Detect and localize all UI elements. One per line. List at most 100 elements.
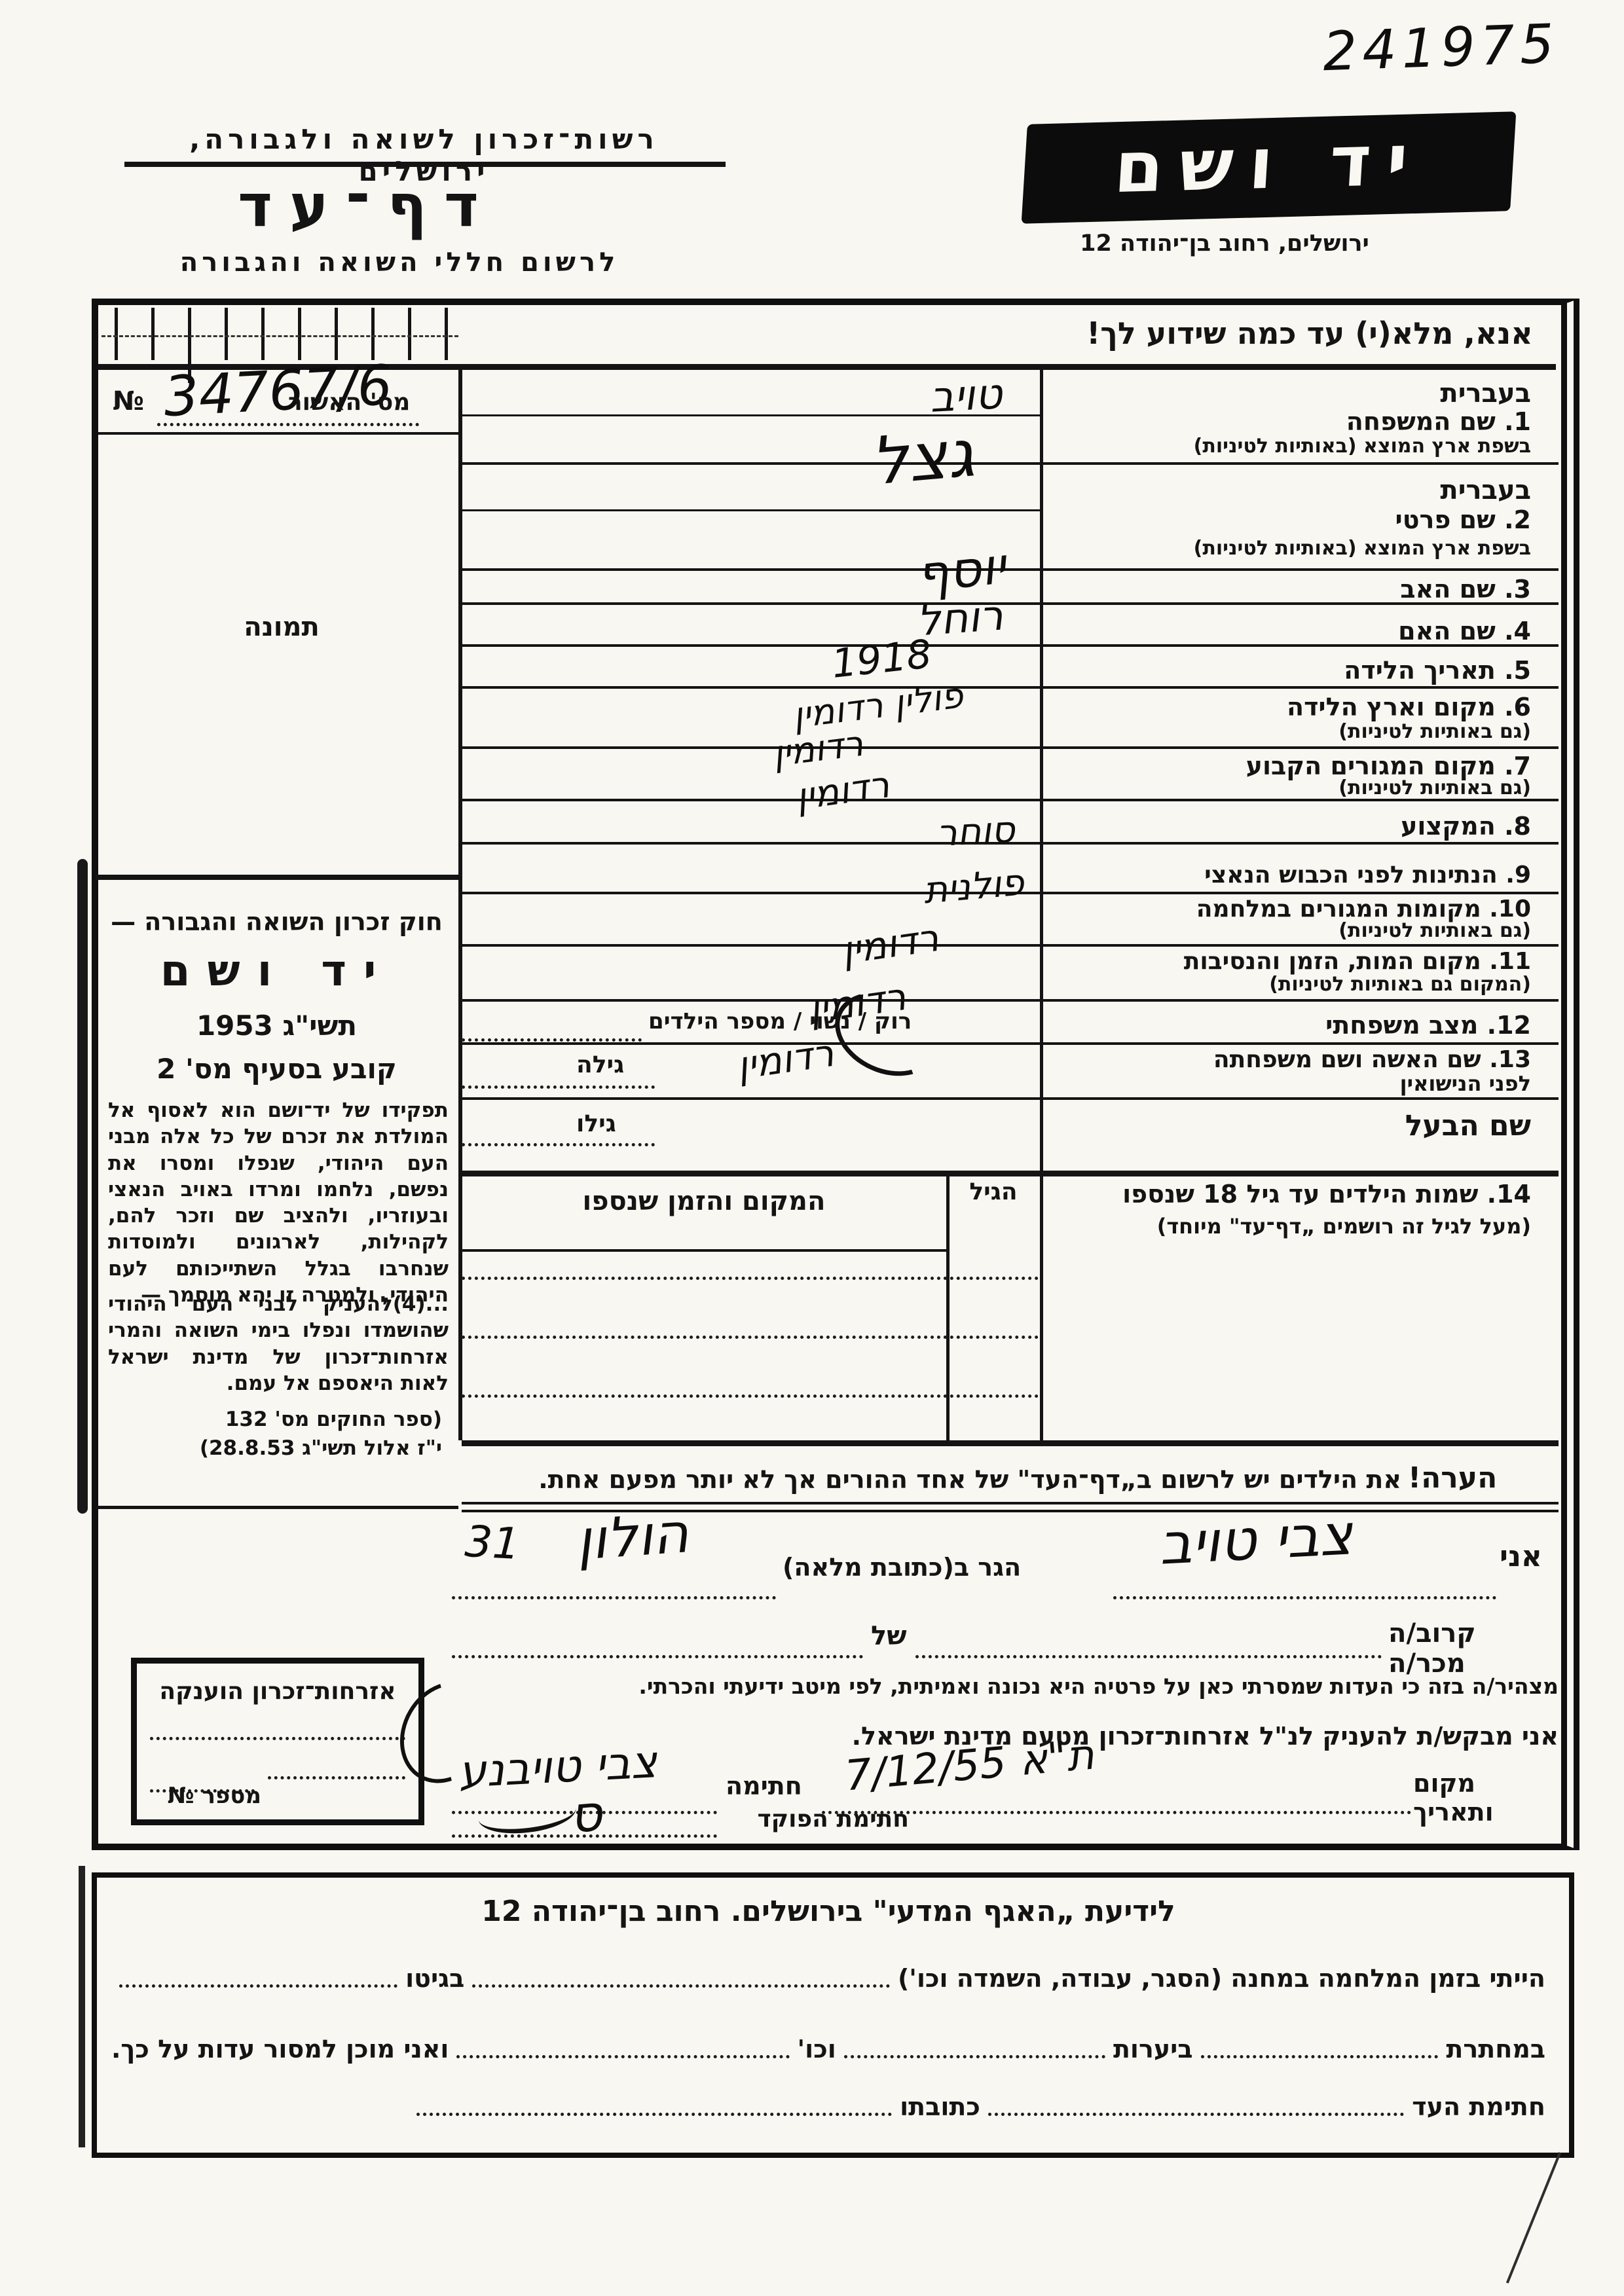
place-date-label: מקום ותאריך (1413, 1769, 1494, 1827)
field-divider (462, 999, 1559, 1002)
hw-declarant-name: צבי טויב (1157, 1502, 1354, 1578)
write-line (462, 509, 1040, 511)
field-13-label: 13. שם האשה ושם משפחתה (1213, 1046, 1531, 1073)
field-divider (462, 644, 1559, 647)
field-12-label: 12. מצב משפחתי (1325, 1011, 1531, 1040)
law-clause: ...(4)להעניק לבני העם היהודי שהושמדו ונפ… (108, 1292, 449, 1395)
field-1-num: 1. (1504, 407, 1531, 436)
dotted-leader (119, 1984, 398, 1988)
archive-stamp-number: 241975 (1321, 12, 1560, 84)
table-age-divider (946, 1171, 950, 1440)
field-6-sublabel: (גם באותיות לטיניות) (1338, 720, 1531, 743)
header-rule (124, 162, 726, 167)
clerk-signature-label: חתימת הפוקד (757, 1806, 909, 1832)
sidebar-bottom-rule (96, 1506, 458, 1509)
clerk-dotted (452, 1834, 717, 1838)
tick-mark (261, 308, 265, 360)
declarant-name-dotted (1113, 1596, 1496, 1599)
field-11-sublabel: (המקום גם באותיות לטיניות) (1269, 973, 1531, 996)
her-age-label: גילה (576, 1051, 625, 1078)
tick-mark (371, 308, 375, 360)
marital-options: רוק / נשוי / מספר הילדים (648, 1008, 912, 1034)
tick-mark (298, 308, 301, 360)
testify-label: ואני מוכן למסור עדות על כך. (111, 2035, 449, 2064)
field-divider (462, 686, 1559, 689)
field-divider (462, 1097, 1559, 1100)
tick-mark (408, 308, 411, 360)
witness-signature-label: חתימת העד (1412, 2092, 1545, 2121)
children-count-dotted (462, 1038, 642, 1042)
approval-dotted-line (157, 423, 419, 426)
camp-label: הייתי בזמן המלחמה במחנה (הסגר, עבודה, הש… (897, 1964, 1545, 1993)
dotted-leader (843, 2055, 1105, 2058)
approval-label: מס' האשור (288, 389, 411, 416)
table-row-dotted (462, 1336, 1039, 1339)
field-2-sublabel: בשפת ארץ המוצא (באותיות לטיניות) (1193, 537, 1531, 560)
his-age-dotted (462, 1143, 655, 1146)
dotted-leader (456, 2055, 790, 2058)
relative-label: קרוב/ה מכר/ה (1388, 1618, 1476, 1679)
hw-resides-number: 31 (464, 1516, 521, 1570)
request-text: אני מבקש/ת להעניק לנ"ל אזרחות־זכרון מטעם… (851, 1722, 1559, 1751)
of-dotted (452, 1655, 863, 1658)
law-intro: חוק זכרון השואה והגבורה — (111, 907, 443, 936)
etc-label: וכו' (797, 2035, 836, 2064)
tick-mark (335, 308, 338, 360)
bottom-title: לידיעת „האגף המדעי" בירושלים. רחוב בן־יה… (481, 1895, 1175, 1928)
yad-vashem-logo: יד ושם (1021, 111, 1517, 224)
tick-dashed-line (101, 335, 458, 337)
field-3-label: 3. שם האב (1400, 575, 1531, 604)
approval-no-sign: № (113, 386, 145, 416)
main-form-border (92, 299, 1579, 1850)
declaration-text: מצהיר/ה בזה כי העדות שמסרתי כאן על פרטיה… (638, 1673, 1559, 1699)
bottom-row-camp: הייתי בזמן המלחמה במחנה (הסגר, עבודה, הש… (111, 1964, 1545, 1993)
note-top-rule (462, 1440, 1559, 1446)
field-10-label: 10. מקומות המגורים במלחמה (1196, 896, 1531, 922)
field-divider (462, 842, 1559, 845)
law-ref-2: י"ז אלול תשי"ג 28.8.53) (199, 1436, 442, 1460)
divider-label-column (1040, 367, 1043, 1440)
scan-edge-artifact (77, 859, 88, 1514)
declarant-i-label: אני (1500, 1540, 1542, 1573)
field-2-label: 2. שם פרטי (1395, 505, 1532, 534)
write-line (462, 414, 1040, 416)
underground-label: במחתרת (1446, 2035, 1545, 2064)
note-double-rule-2 (462, 1510, 1559, 1512)
grant-dotted-2 (268, 1776, 405, 1779)
relative-dotted (915, 1655, 1382, 1658)
forests-label: ביערות (1113, 2035, 1193, 2064)
table-col-place-time: המקום והזמן שנספו (582, 1186, 826, 1216)
fold-crease (1505, 2152, 1562, 2284)
field-divider (462, 462, 1559, 465)
field-divider (462, 746, 1559, 749)
husband-name-label: שם הבעל (1405, 1109, 1531, 1142)
field-divider (462, 892, 1559, 894)
field-5-label: 5. תאריך הלידה (1344, 656, 1531, 685)
dotted-leader (472, 1984, 890, 1988)
hw-nationality: פולנית (921, 861, 1026, 913)
signature-dotted (452, 1811, 717, 1814)
table-row-dotted (462, 1394, 1039, 1398)
logo-address: ירושלים, רחוב בן־יהודה 12 (1080, 230, 1369, 257)
logo-text: יד ושם (1112, 118, 1426, 210)
ghetto-label: בגיטו (405, 1964, 465, 1993)
law-ref-1: (ספר החוקים מס' 132 (225, 1408, 442, 1431)
hw-first-name: גצל (868, 414, 978, 500)
bottom-row-underground: במחתרת ביערות וכו' ואני מוכן למסור עדות … (111, 2035, 1545, 2064)
law-name: יד ושם (160, 945, 394, 996)
field-divider (462, 944, 1559, 947)
table-row-dotted (462, 1277, 1039, 1280)
witness-address-label: כתובתו (900, 2092, 980, 2121)
field-7-label: 7. מקום המגורים הקבוע (1246, 752, 1531, 780)
note-title: הערה! (1408, 1461, 1498, 1495)
table-col-age: הגיל (969, 1178, 1018, 1205)
tick-mark (115, 308, 118, 360)
hw-profession: סוחר (935, 808, 1016, 856)
grant-box: אזרחות־זכרון הוענקה מספר № (131, 1658, 424, 1825)
field-2-language-tag: בעברית (1440, 475, 1531, 505)
field-1-sublabel: בשפת ארץ המוצא (באותיות לטיניות) (1193, 435, 1531, 458)
divider-left-column (458, 367, 462, 1440)
field-11-label: 11. מקום המות, הזמן והנסיבות (1183, 948, 1531, 975)
scan-edge-artifact-2 (79, 1866, 85, 2147)
